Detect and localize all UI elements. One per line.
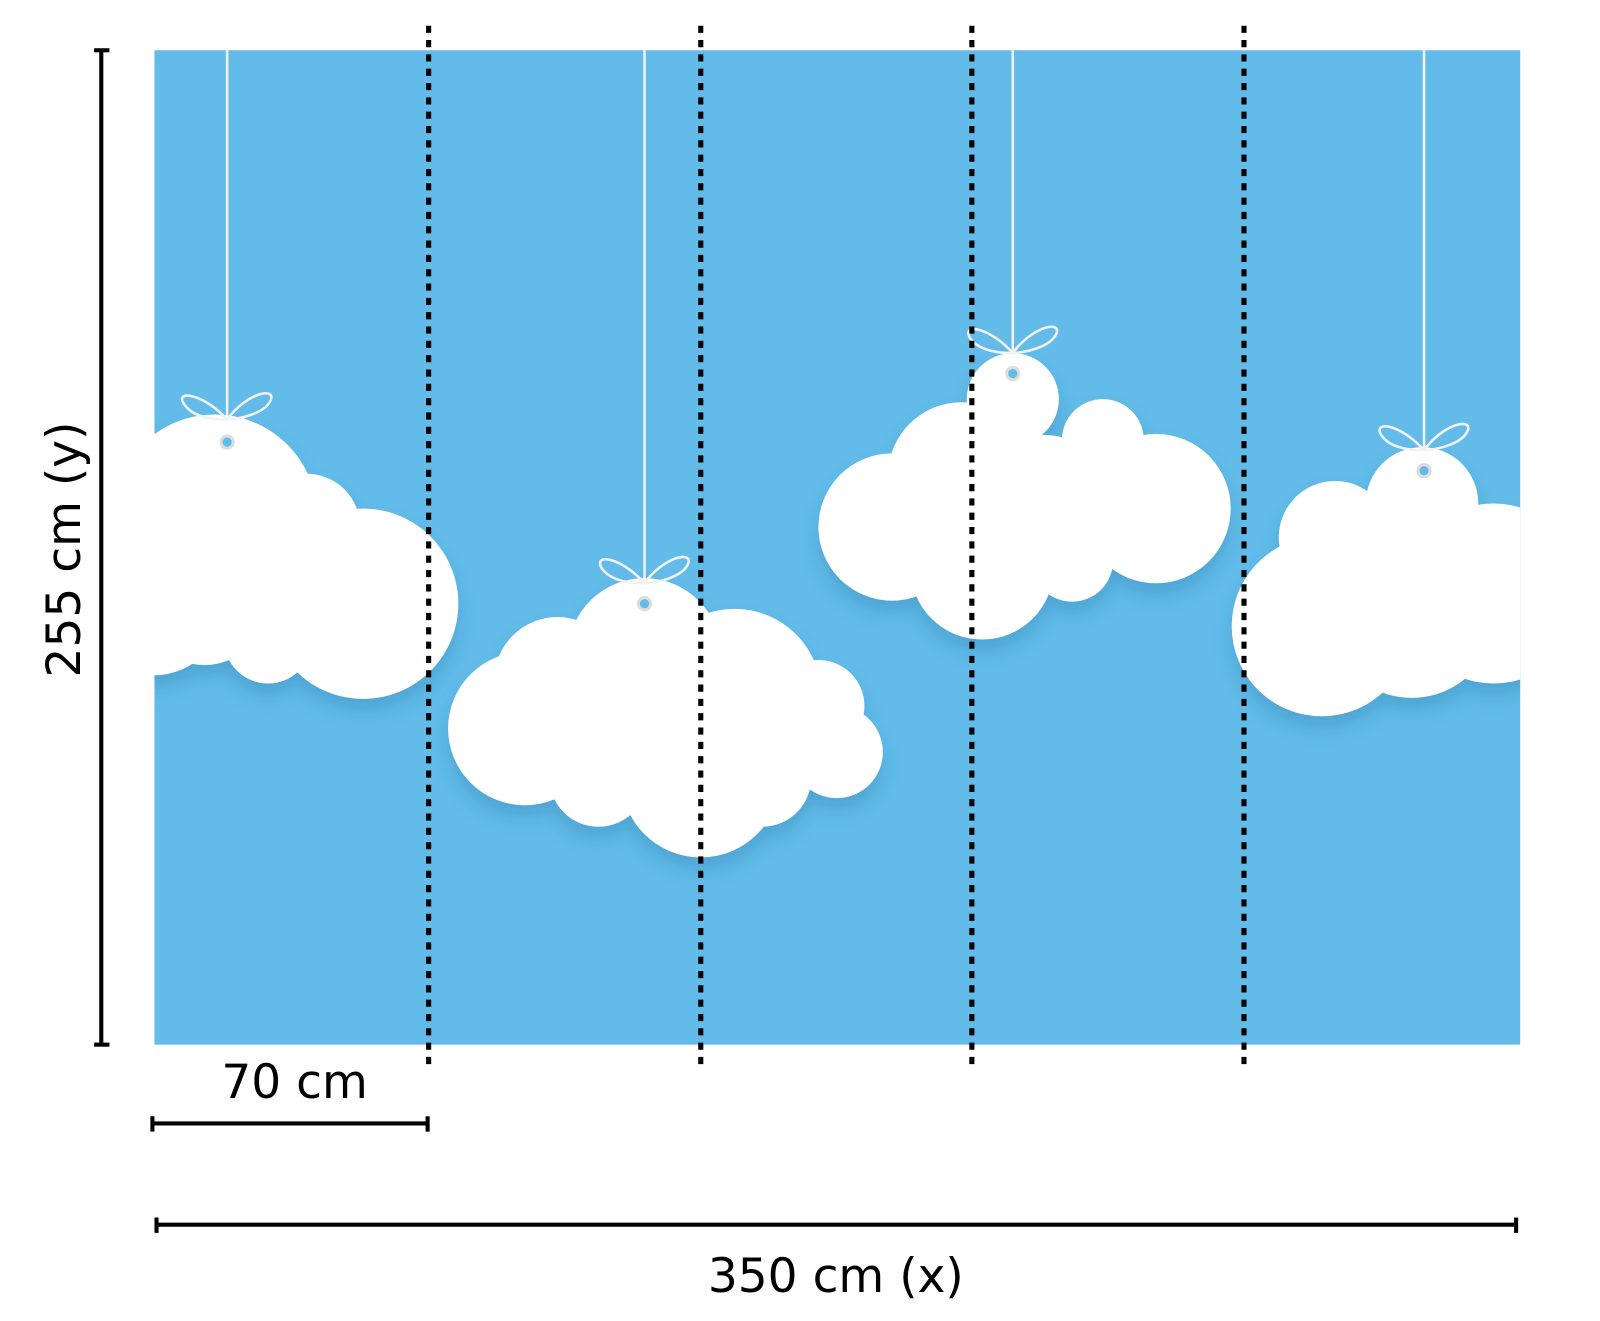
height-label: 255 cm (y) — [37, 422, 92, 678]
cloud-icon — [1231, 447, 1521, 717]
total-width-measure-bar — [154, 1217, 1519, 1233]
height-measure-bar — [94, 48, 110, 1047]
cloud-icon — [448, 578, 883, 858]
total-width-label: 350 cm (x) — [708, 1249, 964, 1304]
cloud-icon — [154, 414, 459, 699]
panel-width-measure-bar — [150, 1116, 430, 1132]
tag-hole-icon — [219, 365, 1432, 612]
panel-width-label: 70 cm — [221, 1055, 368, 1110]
cloud-icon — [818, 353, 1231, 640]
